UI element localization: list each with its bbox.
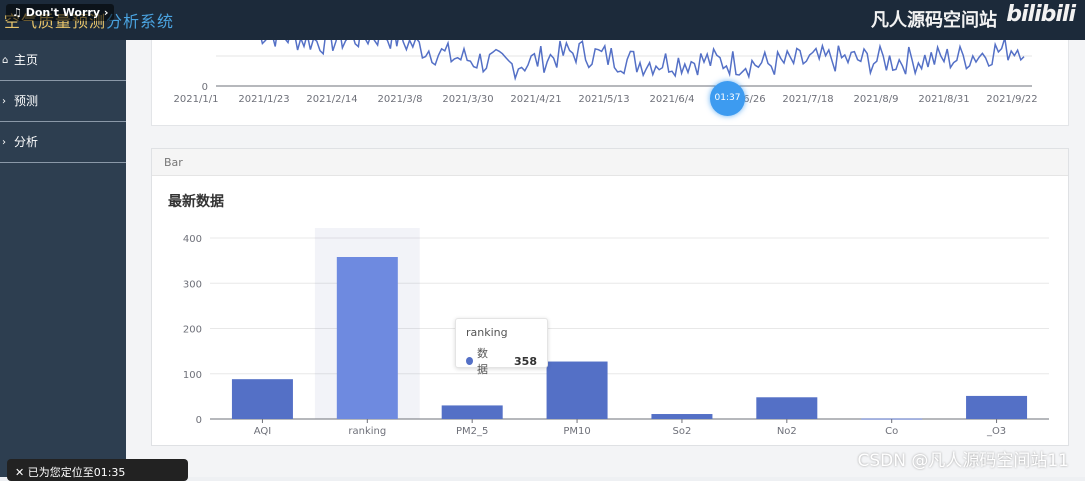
x-tick-label: 2021/4/21 (510, 94, 561, 105)
toast-text: 已为您定位至01:35 (27, 466, 126, 479)
y-tick-label: 100 (183, 370, 202, 381)
csdn-watermark: CSDN @凡人源码空间站11 (857, 451, 1069, 471)
sidebar-item-predict[interactable]: › 预测 (0, 81, 126, 122)
sidebar-item-analysis[interactable]: › 分析 (0, 122, 126, 163)
sidebar-item-label: 分析 (14, 134, 39, 149)
legend-dot-icon (466, 357, 473, 365)
x-tick-label: 2021/8/9 (854, 94, 899, 105)
x-tick-label: No2 (777, 426, 797, 437)
bar-no2 (756, 397, 818, 419)
tooltip-value: 358 (514, 354, 537, 368)
chevron-right-icon: › (2, 136, 6, 148)
watermark-top: 凡人源码空间站 (871, 10, 997, 31)
video-time-badge[interactable]: 01:37 (710, 81, 745, 116)
panel-header: Bar (152, 149, 1068, 176)
sidebar: ⌂ 主页 › 预测 › 分析 (0, 40, 126, 477)
x-tick-label: ranking (348, 426, 386, 437)
x-tick-label: Co (885, 426, 898, 437)
x-tick-label: PM2_5 (456, 426, 488, 437)
x-tick-label: AQI (254, 426, 272, 437)
top-bar: 空气质量预测分析系统 ♫ Don't Worry › 凡人源码空间站 bilib… (0, 0, 1085, 40)
bar-chart-panel: Bar 最新数据 0 100 200 300 400 AQI ranking PM2_5 PM1… (151, 148, 1069, 446)
music-overlay[interactable]: ♫ Don't Worry › (6, 4, 115, 21)
bar-aqi (231, 379, 293, 419)
x-tick-label: 2021/1/23 (238, 94, 289, 105)
bar-ranking (336, 257, 398, 419)
bar-pm2_5 (441, 405, 503, 419)
chart-tooltip: ranking 数据 358 (455, 318, 548, 376)
series-line-aqi (255, 22, 1025, 82)
chart-title: 最新数据 (168, 194, 224, 210)
bar-_o3 (966, 395, 1028, 419)
y-tick-label: 0 (196, 415, 202, 426)
x-tick-label: PM10 (563, 426, 590, 437)
sidebar-item-label: 主页 (14, 52, 39, 67)
y-tick-label: 300 (183, 279, 202, 290)
position-toast[interactable]: ✕ 已为您定位至01:35 (7, 459, 188, 481)
tooltip-title: ranking (466, 326, 508, 339)
home-icon: ⌂ (2, 54, 9, 66)
tooltip-row: 数据 358 (466, 345, 537, 377)
x-tick-label: 2021/8/31 (918, 94, 969, 105)
x-tick-label: 2021/3/30 (442, 94, 493, 105)
main-content: 0 2021/1/1 2021/1/23 2021/2/14 2021/3/8 2021/… (126, 22, 1085, 477)
y-tick-label: 200 (183, 325, 202, 336)
y-tick-label: 400 (183, 234, 202, 245)
line-chart-panel: 0 2021/1/1 2021/1/23 2021/2/14 2021/3/8 2021/… (151, 22, 1069, 126)
x-tick-label: 2021/3/8 (378, 94, 423, 105)
y-tick-label: 0 (202, 82, 208, 93)
tooltip-series: 数据 (476, 347, 488, 376)
close-icon[interactable]: ✕ (15, 466, 28, 479)
x-tick-label: 2021/7/18 (782, 94, 833, 105)
x-tick-label: 2021/2/14 (306, 94, 357, 105)
chevron-right-icon: › (2, 95, 6, 107)
x-tick-label: 2021/5/13 (578, 94, 629, 105)
x-tick-label: So2 (673, 426, 692, 437)
app-title-part2: 分析系统 (106, 12, 175, 31)
x-tick-label: 2021/6/4 (650, 94, 695, 105)
bar-pm10 (546, 361, 608, 419)
bar-so2 (651, 414, 713, 419)
sidebar-item-home[interactable]: ⌂ 主页 (0, 40, 126, 81)
x-tick-label: 2021/9/22 (986, 94, 1037, 105)
x-tick-label: _O3 (986, 426, 1006, 437)
bilibili-logo: bilibili (1006, 2, 1076, 27)
x-tick-label: 2021/1/1 (174, 94, 219, 105)
bar-chart: 0 100 200 300 400 AQI ranking PM2_5 PM10 So2 No2 Co… (183, 228, 1049, 437)
sidebar-item-label: 预测 (14, 93, 39, 108)
